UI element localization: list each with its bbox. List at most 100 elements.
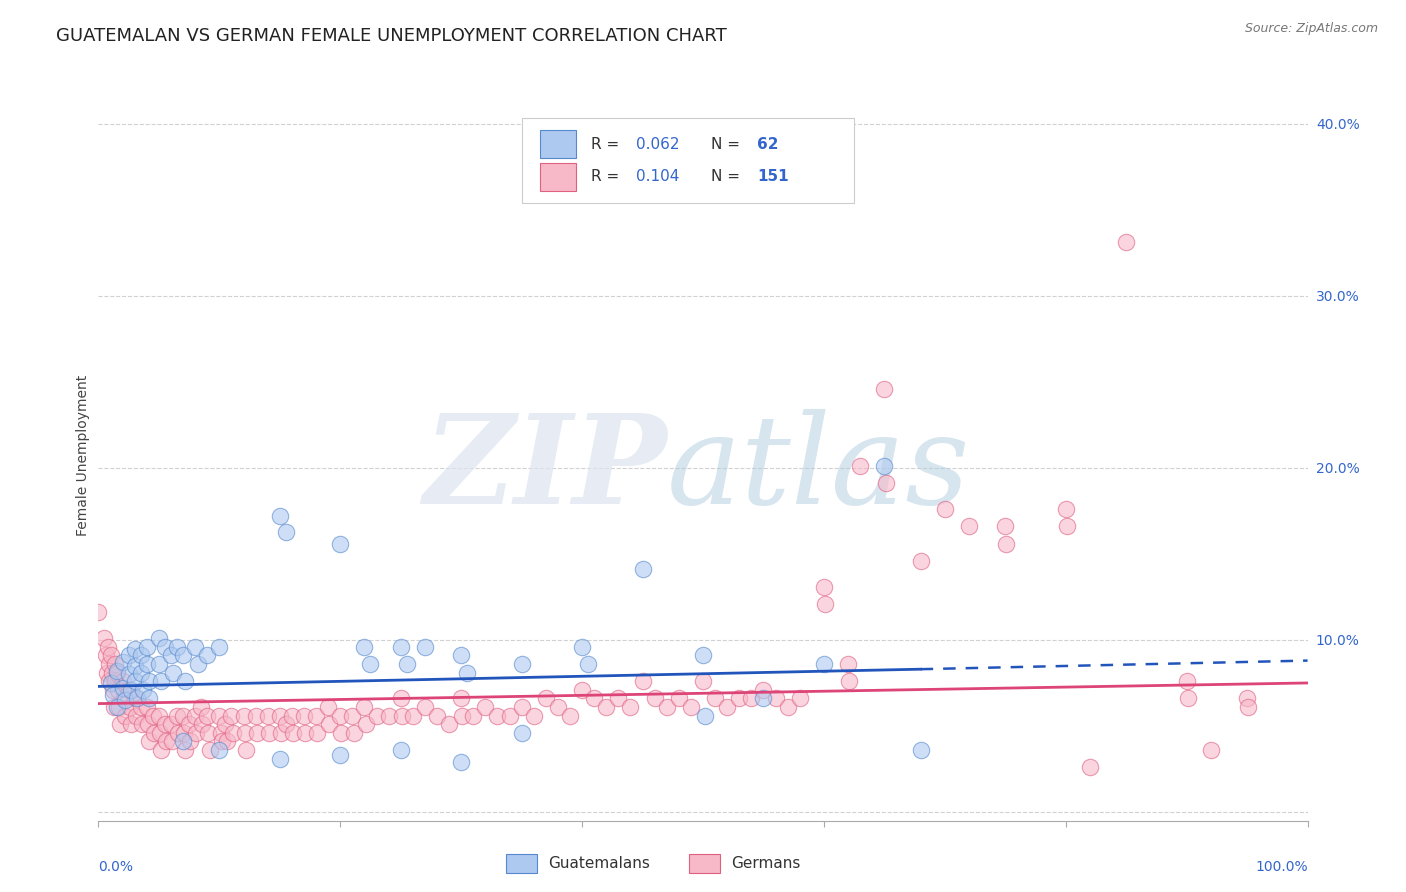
Point [191,717,214,731]
Point [118,700,141,714]
Text: Germans: Germans [731,856,800,871]
Point [583,691,606,706]
Point [765,691,787,706]
Point [716,700,738,714]
Point [105,700,128,714]
Point [111,674,134,689]
Point [209,726,232,740]
Text: 151: 151 [758,169,789,185]
Point [281,726,304,740]
Point [112,691,135,706]
Point [360,657,382,671]
Point [148,657,170,671]
Text: ZIP: ZIP [423,409,666,531]
Point [172,708,194,723]
Point [186,726,208,740]
Point [97,640,120,654]
Point [534,691,557,706]
Point [631,562,654,576]
Point [174,743,197,757]
Point [135,640,157,654]
Point [149,726,172,740]
Point [100,665,122,680]
Point [292,708,315,723]
Point [270,726,292,740]
Point [118,648,141,663]
Point [330,726,353,740]
Point [256,708,278,723]
Point [167,726,190,740]
Point [190,700,212,714]
Point [498,708,520,723]
Point [595,700,617,714]
Text: R =: R = [591,169,624,185]
FancyBboxPatch shape [522,119,855,202]
Point [132,682,155,697]
Point [1056,519,1078,533]
Point [184,640,207,654]
Point [274,524,297,539]
Bar [540,163,576,191]
Point [305,708,328,723]
Point [1237,700,1260,714]
Point [510,700,533,714]
Point [631,674,654,689]
Point [619,700,641,714]
Point [108,700,131,714]
Text: GUATEMALAN VS GERMAN FEMALE UNEMPLOYMENT CORRELATION CHART: GUATEMALAN VS GERMAN FEMALE UNEMPLOYMENT… [56,27,727,45]
Point [179,717,201,731]
Point [849,459,872,474]
Point [668,691,690,706]
Point [873,382,896,396]
Point [607,691,630,706]
Text: Guatemalans: Guatemalans [548,856,650,871]
Point [692,674,714,689]
Text: N =: N = [711,169,745,185]
Point [98,657,121,671]
Point [148,631,170,645]
Point [98,674,121,689]
Point [105,665,128,680]
Point [232,708,254,723]
Point [838,674,860,689]
Point [837,657,859,671]
Point [789,691,811,706]
Point [740,691,762,706]
Point [752,682,775,697]
Point [957,519,980,533]
Point [103,700,125,714]
Point [120,717,142,731]
Point [450,648,472,663]
Point [342,726,364,740]
Point [354,717,377,731]
Text: N =: N = [711,136,745,152]
Point [814,597,837,611]
Point [679,700,702,714]
Point [111,655,134,669]
Text: 62: 62 [758,136,779,152]
Point [184,708,207,723]
Point [576,657,599,671]
Point [450,691,472,706]
Point [155,734,177,748]
Point [215,734,238,748]
Point [873,459,896,474]
Point [451,708,474,723]
Point [104,657,127,671]
Point [875,476,897,491]
Point [474,700,496,714]
Point [150,743,173,757]
Point [1199,743,1222,757]
Text: R =: R = [591,136,624,152]
Point [143,726,166,740]
Point [813,657,835,671]
Point [211,734,233,748]
Text: 0.062: 0.062 [637,136,681,152]
Point [437,717,460,731]
Point [129,648,152,663]
Point [150,674,173,689]
Point [571,640,593,654]
Point [187,657,209,671]
Point [127,691,149,706]
Point [934,502,956,516]
